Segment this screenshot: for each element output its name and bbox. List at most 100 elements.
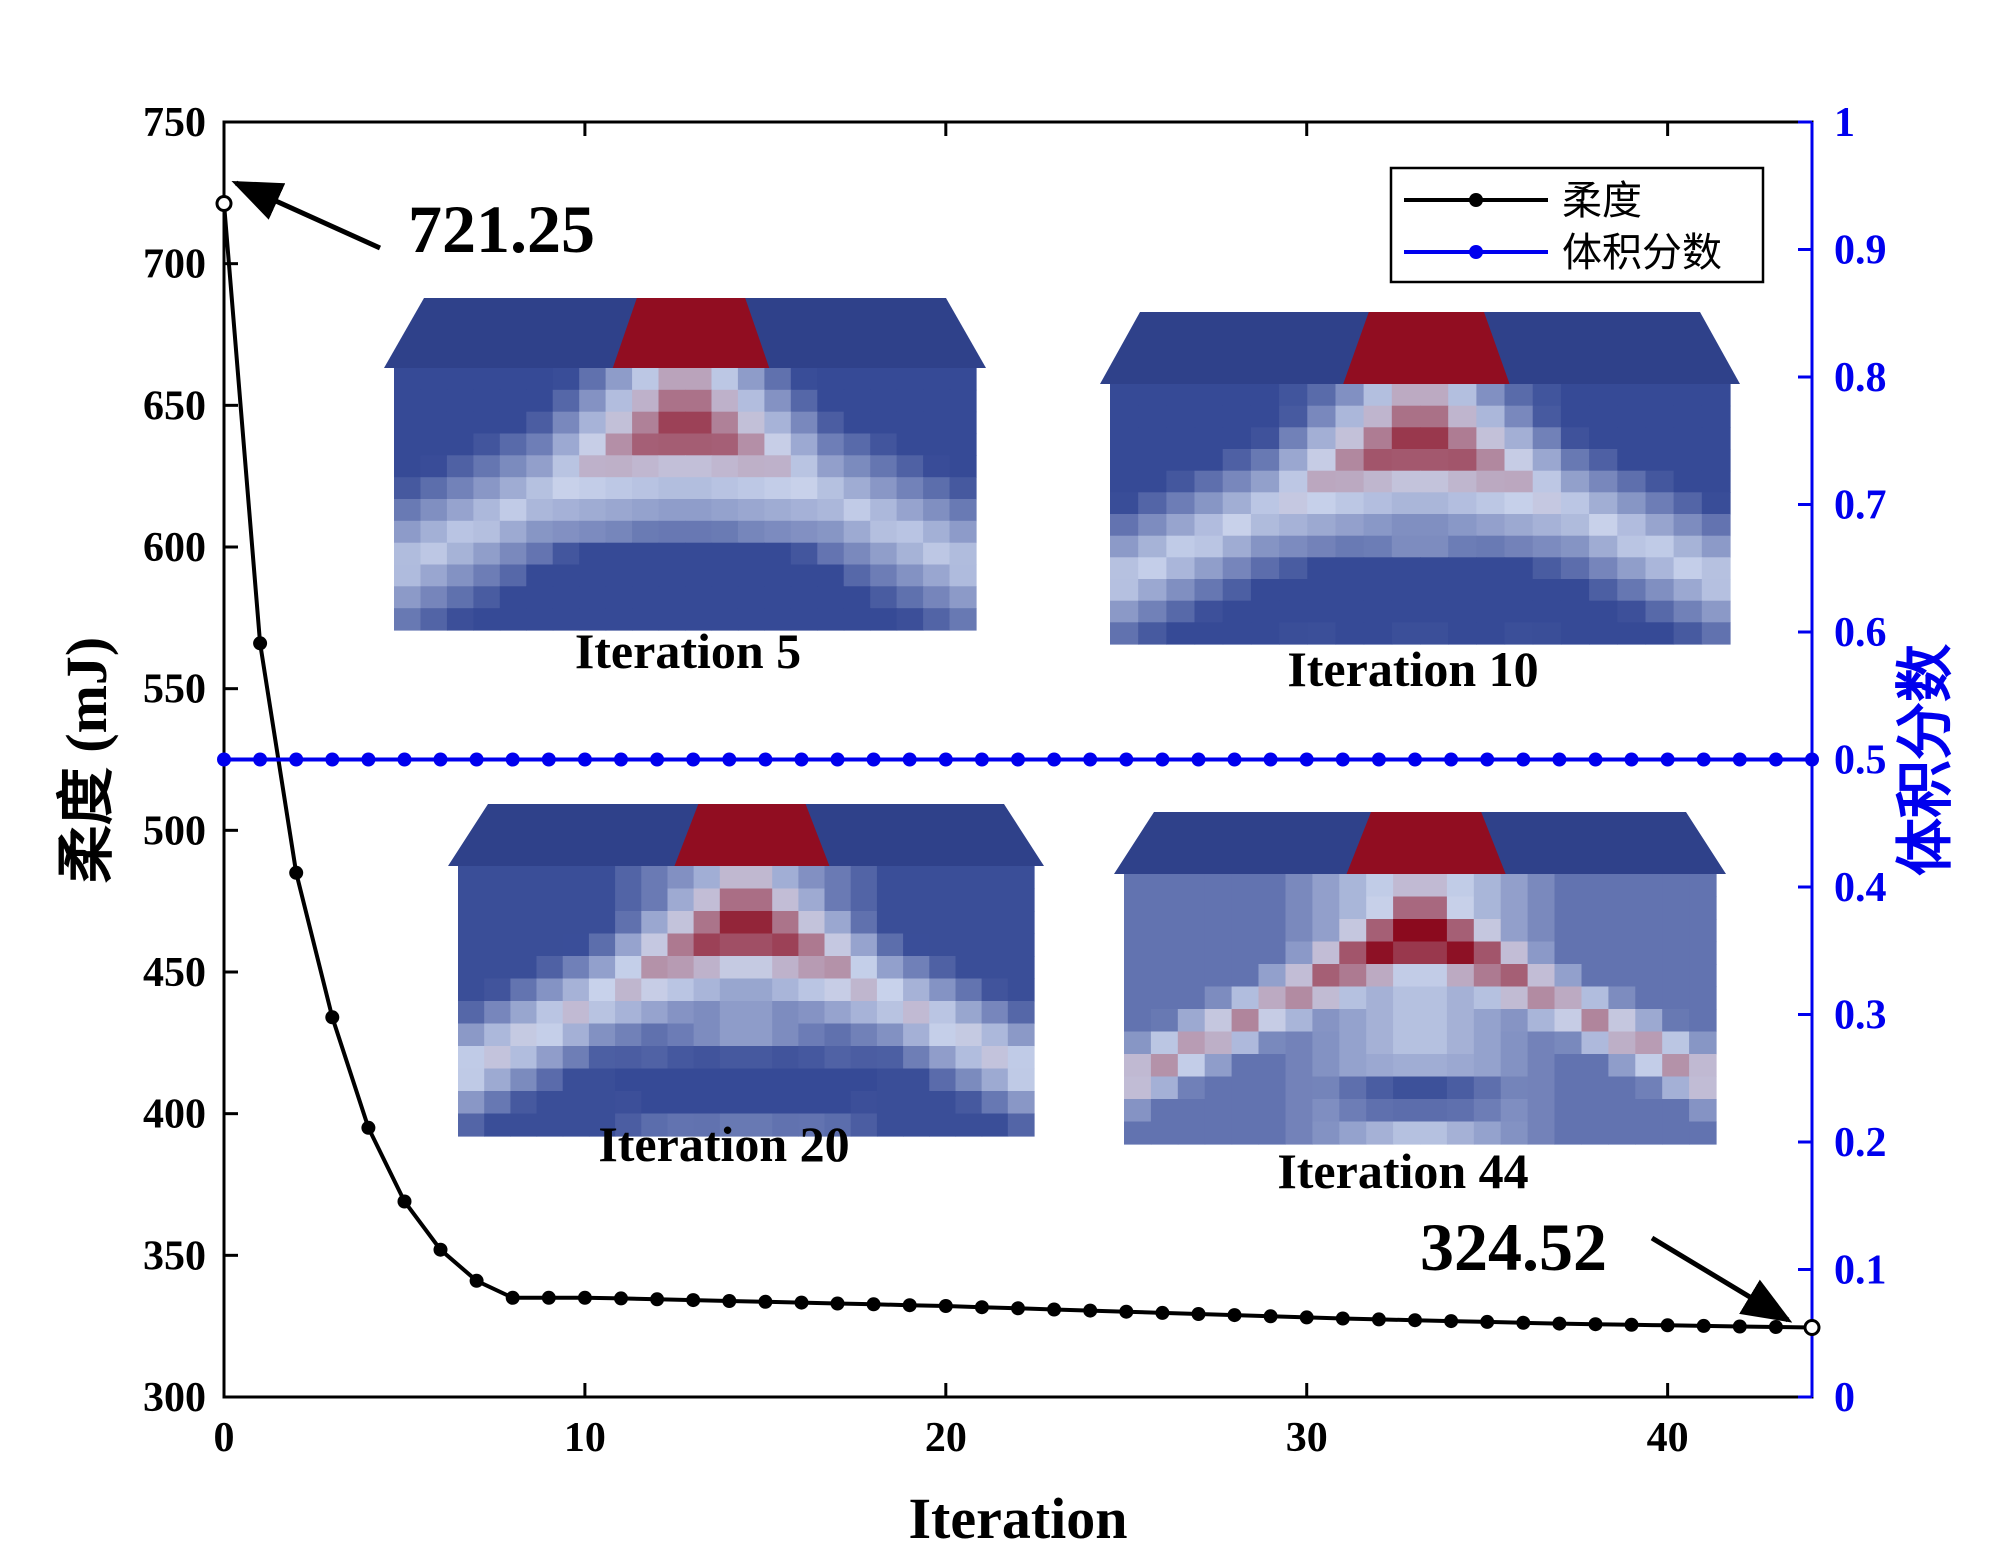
inset-cell [981,1001,1009,1025]
inset-cell [798,1023,826,1047]
inset-cell [1589,427,1618,450]
inset-cell [876,1023,904,1047]
inset-cell [1527,1076,1556,1100]
inset-cell [1258,1009,1286,1033]
inset-cell [896,542,924,566]
inset-cell [615,1113,642,1137]
inset-cell [1589,579,1618,602]
series-point-1 [1011,752,1025,767]
inset-cell [1177,941,1206,965]
inset-cell [817,564,845,587]
inset-cell [1204,1121,1233,1145]
inset-cell [737,389,765,413]
inset-cell [824,888,852,912]
inset-cell [536,933,564,957]
inset-cell [536,911,564,935]
inset-cell [929,888,957,912]
inset-cell [1608,964,1636,988]
inset-cell [896,389,924,413]
series-point-0 [289,865,304,880]
inset-cell [1007,1113,1035,1137]
inset-cell [420,499,448,522]
inset-cell [929,866,957,890]
inset-cell [1366,1076,1394,1100]
inset-cell [1393,1121,1421,1145]
y-right-tick-label: 0.4 [1834,865,1887,911]
inset-cell [1194,405,1224,428]
inset-cell [1504,600,1534,623]
inset-cell [850,1068,878,1092]
inset-cell [1617,449,1647,472]
inset-cell [719,1068,747,1092]
inset-cell [850,1113,878,1137]
inset-cell [923,564,951,587]
inset-caption-10: Iteration 10 [1287,641,1538,697]
inset-cell [1532,470,1562,493]
inset-cell [394,411,422,435]
inset-cell [1222,492,1252,515]
inset-cell [949,368,977,391]
inset-cell [394,520,422,544]
inset-cell [1007,1068,1035,1092]
inset-cell [1007,978,1035,1002]
inset-cell [1335,449,1365,472]
legend: 柔度 体积分数 [1389,166,1765,284]
inset-cell [1339,1121,1367,1145]
inset-cell [1673,384,1703,407]
inset-cell [1335,470,1365,493]
inset-cell [798,1001,826,1025]
inset-cell [1150,964,1179,988]
inset-cell [772,1091,799,1115]
inset-cell [1662,1031,1690,1055]
y-right-tick-label: 0.1 [1834,1248,1887,1294]
inset-cell [641,933,669,957]
inset-cell [737,499,765,522]
inset-cell [641,1068,669,1092]
inset-cell [711,586,739,609]
inset-cell [1391,427,1421,450]
inset-cell [1366,1121,1394,1145]
series-point-1 [289,752,304,767]
inset-cell [1138,470,1167,493]
inset-cell [955,956,983,980]
inset-cell [1391,557,1421,580]
inset-cell [552,542,580,566]
inset-cell [632,542,660,566]
inset-cell [693,1046,721,1070]
inset-cell [510,1068,538,1092]
inset-cell [473,368,501,391]
inset-cell [693,1113,721,1137]
inset-cell [981,911,1009,935]
inset-cell [536,1001,564,1025]
inset-cell [870,586,898,609]
inset-cell [903,888,930,912]
inset-cell [1307,384,1337,407]
inset-cell [510,1113,538,1137]
annotation-min-label: 324.52 [1420,1209,1607,1285]
series-point-0 [1047,1302,1062,1317]
inset-cell [764,389,792,413]
inset-cell [1339,964,1367,988]
inset-cell [746,911,773,935]
inset-cell [1110,579,1139,602]
inset-cell [1007,888,1035,912]
inset-cell [711,368,739,391]
inset-cell [1420,1076,1448,1100]
inset-cell [1662,1121,1690,1145]
legend-label-compliance: 柔度 [1562,178,1642,224]
inset-cell [1124,1099,1152,1123]
inset-cell [632,586,660,609]
inset-cell [1608,874,1636,898]
inset-cell [1645,470,1675,493]
inset-cell [746,1023,773,1047]
inset-cell [711,455,739,478]
inset-cell [1335,535,1365,558]
inset-cell [693,1068,721,1092]
inset-cell [693,978,721,1002]
inset-cell [746,933,773,957]
inset-cell [1701,514,1731,537]
series-point-0 [650,1292,665,1307]
inset-cell [1366,874,1394,898]
inset-cell [1662,919,1690,943]
series-point-0 [830,1296,845,1311]
